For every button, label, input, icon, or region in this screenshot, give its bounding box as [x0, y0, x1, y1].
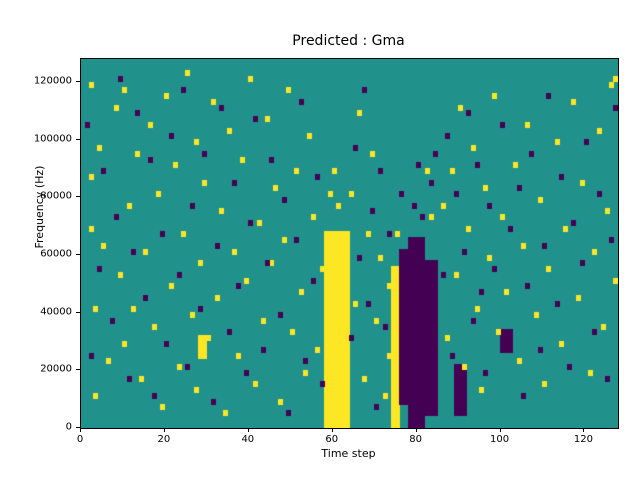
x-tick-label: 80: [409, 434, 422, 445]
heatmap-canvas: [81, 59, 618, 428]
x-tick-label: 20: [157, 434, 171, 445]
chart-title: Predicted : Gma: [292, 33, 405, 49]
x-tick-label: 60: [325, 434, 339, 445]
y-tick-label: 0: [65, 421, 72, 433]
y-tick-label: 40000: [40, 306, 72, 318]
y-tick-label: 100000: [33, 133, 72, 145]
x-tick-label: 0: [76, 434, 84, 445]
x-tick-mark: [163, 428, 165, 432]
x-tick-label: 100: [489, 434, 510, 445]
y-tick-label: 80000: [40, 190, 72, 202]
x-tick-mark: [331, 428, 333, 432]
x-tick-mark: [247, 428, 249, 432]
y-tick-mark: [76, 254, 80, 256]
x-axis-label: Time step: [321, 447, 376, 460]
x-tick-label: 40: [241, 434, 255, 445]
x-tick-mark: [80, 428, 81, 432]
x-tick-mark: [415, 428, 417, 432]
y-tick-mark: [76, 138, 80, 140]
x-tick-mark: [583, 428, 585, 432]
y-tick-mark: [76, 427, 80, 428]
y-tick-mark: [76, 311, 80, 313]
y-tick-label: 60000: [40, 248, 72, 260]
y-tick-label: 120000: [33, 75, 72, 87]
x-tick-label: 120: [573, 434, 593, 445]
y-tick-label: 20000: [40, 363, 72, 375]
y-tick-mark: [76, 369, 80, 371]
x-tick-mark: [499, 428, 501, 432]
plot-area: [80, 58, 619, 429]
y-axis-label: Frequency (Hz): [32, 165, 46, 249]
y-tick-mark: [76, 81, 80, 83]
y-tick-mark: [76, 196, 80, 198]
